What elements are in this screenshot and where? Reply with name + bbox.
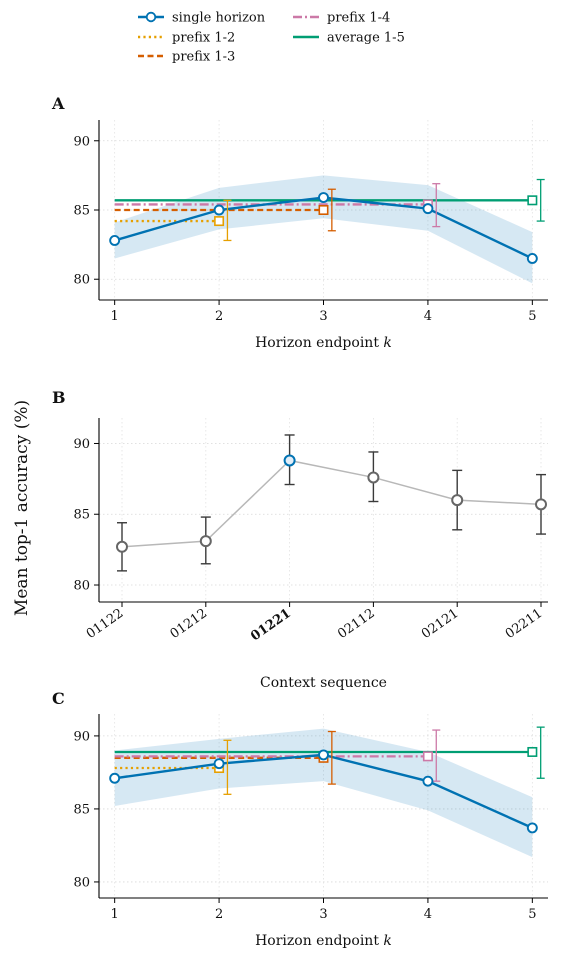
legend-item-p13: prefix 1-3 bbox=[138, 50, 235, 65]
legend-item-p12: prefix 1-2 bbox=[138, 31, 235, 46]
single-horizon-point bbox=[422, 203, 434, 215]
x-axis-label: Horizon endpoint k bbox=[255, 335, 392, 351]
y-tick-label: 90 bbox=[73, 134, 90, 149]
legend-label-p12: prefix 1-2 bbox=[172, 31, 235, 46]
legend-label-p13: prefix 1-3 bbox=[172, 50, 235, 65]
single-horizon-point bbox=[109, 235, 121, 246]
panel-letter: B bbox=[52, 388, 66, 407]
y-tick-label: 85 bbox=[73, 508, 90, 523]
x-tick-label: 4 bbox=[424, 309, 432, 324]
legend-label-p14: prefix 1-4 bbox=[327, 11, 390, 26]
context-point bbox=[451, 494, 464, 507]
x-axis-label: Context sequence bbox=[260, 675, 387, 691]
context-point bbox=[367, 471, 380, 484]
single-horizon-point bbox=[213, 758, 225, 770]
legend-marker-single bbox=[145, 11, 157, 23]
single-horizon-point bbox=[526, 253, 538, 264]
y-tick-label: 80 bbox=[73, 875, 90, 890]
x-tick-label: 5 bbox=[528, 907, 536, 922]
x-tick-label: 2 bbox=[215, 309, 223, 324]
marker-avg bbox=[527, 195, 538, 206]
x-tick-label: 1 bbox=[111, 907, 119, 922]
x-tick-label: 01212 bbox=[168, 606, 210, 642]
legend-item-single: single horizon bbox=[138, 11, 266, 26]
legend-item-avg: average 1-5 bbox=[293, 31, 405, 46]
legend-item-p14: prefix 1-4 bbox=[293, 11, 390, 26]
single-horizon-point bbox=[109, 772, 121, 784]
single-horizon-point bbox=[422, 775, 434, 787]
y-tick-label: 90 bbox=[73, 437, 90, 452]
x-tick-label: 4 bbox=[424, 907, 432, 922]
context-point bbox=[199, 535, 212, 548]
x-tick-label: 5 bbox=[528, 309, 536, 324]
panel-letter: A bbox=[51, 94, 65, 113]
single-horizon-point bbox=[213, 204, 225, 216]
x-tick-label: 01221 bbox=[248, 606, 294, 644]
panel-c: C 80 85 90 1 2 3 4 5 Horizon endpoint k bbox=[52, 689, 548, 949]
marker-p14 bbox=[422, 751, 433, 762]
legend: single horizon prefix 1-2 prefix 1-3 prefix… bbox=[138, 11, 405, 65]
marker-p13 bbox=[318, 205, 329, 216]
x-tick-label: 3 bbox=[319, 309, 327, 324]
y-tick-label: 85 bbox=[73, 802, 90, 817]
x-tick-label: 02112 bbox=[335, 606, 377, 642]
highlight-point bbox=[283, 454, 296, 467]
legend-label-single: single horizon bbox=[172, 11, 266, 26]
panel-a: A 80 85 90 1 2 3 4 5 Horizon endpoint k bbox=[51, 94, 548, 351]
x-tick-label: 02211 bbox=[503, 606, 545, 642]
y-tick-label: 85 bbox=[73, 204, 90, 219]
panel-b: B 80 85 90 01122 01212 01221 02112 02121 02211 Con… bbox=[52, 388, 548, 691]
context-point bbox=[535, 498, 547, 511]
context-line bbox=[121, 459, 542, 548]
shared-y-axis-label: Mean top-1 accuracy (%) bbox=[12, 400, 32, 616]
marker-p12 bbox=[214, 216, 225, 227]
context-point bbox=[116, 540, 128, 553]
x-tick-label: 3 bbox=[319, 907, 327, 922]
single-horizon-point bbox=[318, 749, 329, 761]
x-tick-label: 1 bbox=[111, 309, 119, 324]
x-axis-label: Horizon endpoint k bbox=[255, 933, 392, 949]
single-horizon-point bbox=[318, 192, 329, 203]
y-tick-label: 90 bbox=[73, 729, 90, 744]
marker-avg bbox=[527, 746, 538, 757]
panel-letter: C bbox=[52, 689, 65, 708]
x-tick-label: 2 bbox=[215, 907, 223, 922]
x-tick-label: 02121 bbox=[419, 606, 461, 642]
y-tick-label: 80 bbox=[73, 273, 90, 288]
y-tick-label: 80 bbox=[73, 579, 90, 594]
single-horizon-ci-band bbox=[114, 728, 533, 858]
single-horizon-point bbox=[526, 822, 538, 834]
x-tick-label: 01122 bbox=[84, 606, 126, 642]
legend-label-avg: average 1-5 bbox=[327, 31, 405, 46]
